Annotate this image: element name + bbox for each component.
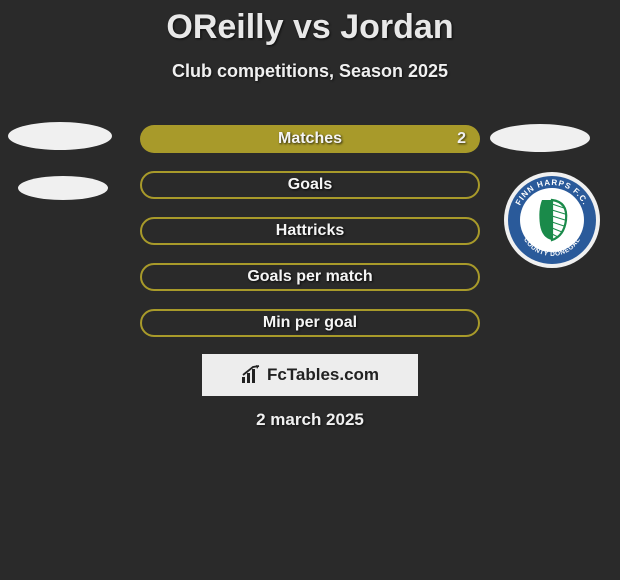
right-player-placeholder [490, 124, 590, 152]
page-subtitle: Club competitions, Season 2025 [0, 61, 620, 82]
stat-label: Goals [288, 176, 332, 194]
stat-bar-hattricks: Hattricks [140, 217, 480, 245]
page-title: OReilly vs Jordan [0, 0, 620, 47]
stat-bar-goals-per-match: Goals per match [140, 263, 480, 291]
stat-bar-min-per-goal: Min per goal [140, 309, 480, 337]
stat-label: Min per goal [263, 314, 357, 332]
stats-bars: Matches 2 Goals Hattricks Goals per matc… [140, 125, 480, 355]
left-player-placeholder [8, 122, 112, 226]
stat-bar-goals: Goals [140, 171, 480, 199]
stat-label: Matches [278, 130, 342, 148]
stat-label: Hattricks [276, 222, 344, 240]
chart-icon [241, 365, 263, 385]
stat-value: 2 [457, 130, 466, 148]
stat-bar-matches: Matches 2 [140, 125, 480, 153]
placeholder-blob [18, 176, 108, 200]
date-label: 2 march 2025 [256, 410, 364, 430]
logo-label: FcTables.com [267, 365, 379, 385]
club-crest: FINN HARPS F.C. COUNTY DONEGAL [502, 170, 602, 270]
source-logo: FcTables.com [202, 354, 418, 396]
placeholder-blob [8, 122, 112, 150]
stat-label: Goals per match [247, 268, 372, 286]
